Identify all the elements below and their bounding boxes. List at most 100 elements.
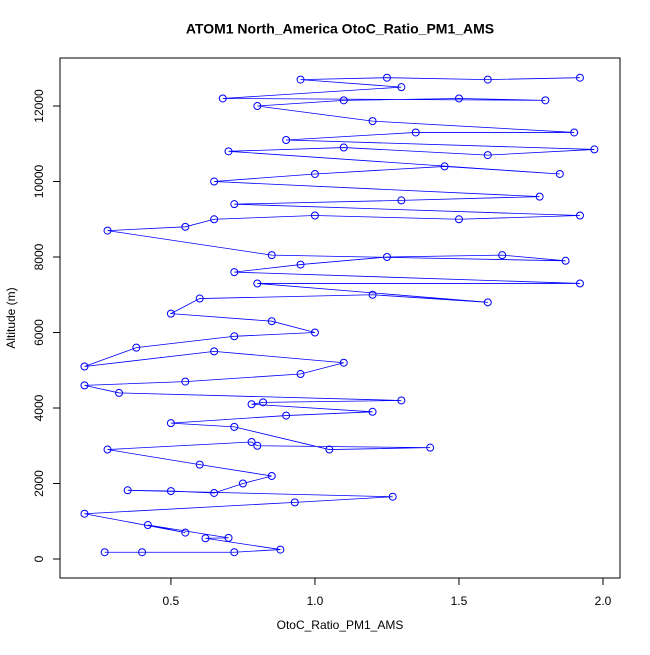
point [483, 298, 492, 307]
point [397, 83, 406, 92]
point [210, 488, 219, 497]
point [166, 309, 175, 318]
point [181, 528, 190, 537]
point [181, 222, 190, 231]
point [230, 200, 239, 209]
chart-title: ATOM1 North_America OtoC_Ratio_PM1_AMS [186, 21, 494, 37]
point [181, 377, 190, 386]
point [224, 147, 233, 156]
point [238, 479, 247, 488]
point [230, 422, 239, 431]
point [498, 251, 507, 260]
point [210, 177, 219, 186]
point [230, 548, 239, 557]
point [80, 381, 89, 390]
y-tick-label: 2000 [32, 470, 46, 497]
y-tick-label: 10000 [32, 165, 46, 199]
x-axis-label: OtoC_Ratio_PM1_AMS [277, 618, 404, 632]
point [382, 253, 391, 262]
point [247, 400, 256, 409]
point [195, 294, 204, 303]
point [575, 211, 584, 220]
point [80, 362, 89, 371]
point [541, 96, 550, 105]
point [166, 487, 175, 496]
y-tick-label: 12000 [32, 89, 46, 123]
point [267, 317, 276, 326]
point [201, 534, 210, 543]
y-tick-label: 6000 [32, 319, 46, 346]
point [138, 548, 147, 557]
point [123, 486, 132, 495]
point [276, 545, 285, 554]
point [115, 388, 124, 397]
point [80, 509, 89, 518]
x-tick-label: 1.0 [307, 594, 324, 608]
point [166, 419, 175, 428]
point [368, 117, 377, 126]
point [339, 96, 348, 105]
point [253, 279, 262, 288]
point [575, 279, 584, 288]
point [382, 73, 391, 82]
point [339, 358, 348, 367]
point [247, 437, 256, 446]
connecting-line [84, 77, 595, 553]
point [296, 260, 305, 269]
point [325, 445, 334, 454]
point [561, 256, 570, 265]
point [483, 75, 492, 84]
y-tick-label: 4000 [32, 394, 46, 421]
point [555, 169, 564, 178]
point [267, 471, 276, 480]
point [253, 102, 262, 111]
point [440, 162, 449, 171]
point [132, 343, 141, 352]
point [296, 75, 305, 84]
point [224, 533, 233, 542]
point [454, 215, 463, 224]
point [143, 521, 152, 530]
point [103, 226, 112, 235]
point [210, 215, 219, 224]
point [368, 290, 377, 299]
x-tick-label: 1.5 [451, 594, 468, 608]
point [397, 396, 406, 405]
point [388, 492, 397, 501]
point [339, 143, 348, 152]
point [368, 407, 377, 416]
point [100, 548, 109, 557]
point [310, 211, 319, 220]
point [483, 151, 492, 160]
point [590, 145, 599, 154]
y-tick-label: 8000 [32, 243, 46, 270]
point [454, 94, 463, 103]
x-tick-label: 2.0 [595, 594, 612, 608]
point [259, 398, 268, 407]
point [575, 73, 584, 82]
y-tick-label: 0 [32, 555, 46, 562]
point [282, 411, 291, 420]
point [397, 196, 406, 205]
point [195, 460, 204, 469]
point [535, 192, 544, 201]
point [570, 128, 579, 137]
point [230, 332, 239, 341]
point [426, 443, 435, 452]
point [103, 445, 112, 454]
point [411, 128, 420, 137]
point [310, 328, 319, 337]
point [218, 94, 227, 103]
point [267, 251, 276, 260]
x-tick-label: 0.5 [163, 594, 180, 608]
y-axis-label: Altitude (m) [4, 287, 18, 348]
plot-frame [59, 57, 621, 579]
point [310, 169, 319, 178]
point [282, 135, 291, 144]
point [230, 268, 239, 277]
point [253, 441, 262, 450]
point [210, 347, 219, 356]
point [296, 370, 305, 379]
point [290, 498, 299, 507]
